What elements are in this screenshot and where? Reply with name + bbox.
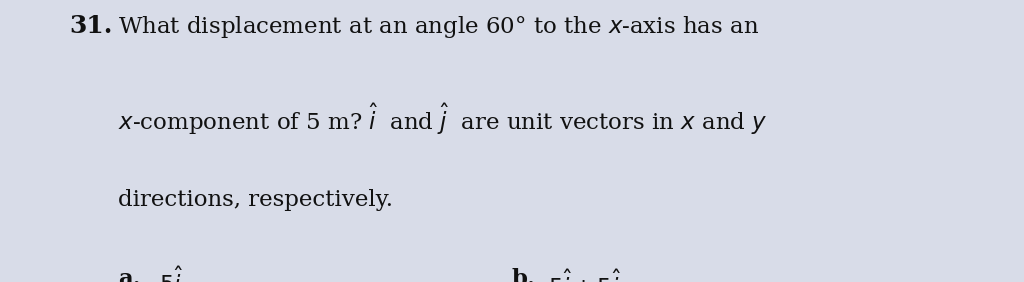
Text: b.: b. (512, 268, 536, 282)
Text: $5\hat{i} + 5\hat{j}$: $5\hat{i} + 5\hat{j}$ (548, 268, 622, 282)
Text: a.: a. (118, 268, 140, 282)
Text: $5\hat{i}$: $5\hat{i}$ (159, 268, 183, 282)
Text: $x$-component of 5 m? $\hat{i}$  and $\hat{j}$  are unit vectors in $x$ and $y$: $x$-component of 5 m? $\hat{i}$ and $\ha… (118, 102, 767, 137)
Text: directions, respectively.: directions, respectively. (118, 189, 393, 211)
Text: What displacement at an angle 60° to the $x$-axis has an: What displacement at an angle 60° to the… (118, 14, 759, 40)
Text: 31.: 31. (70, 14, 113, 38)
